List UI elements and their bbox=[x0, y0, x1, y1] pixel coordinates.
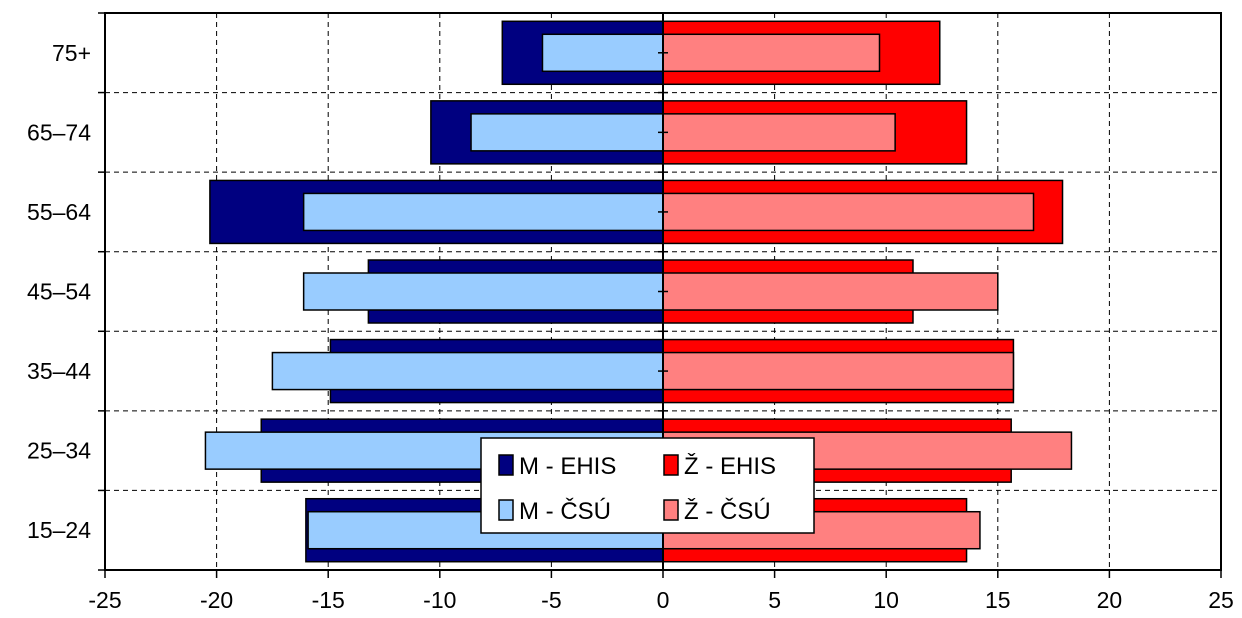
legend: M - EHIS Ž - EHIS M - ČSÚ Ž - ČSÚ bbox=[480, 437, 815, 534]
y-tick-label: 55–64 bbox=[27, 199, 91, 225]
legend-label: M - ČSÚ bbox=[519, 497, 611, 525]
y-tick-label: 75+ bbox=[52, 40, 91, 66]
legend-swatch bbox=[498, 454, 514, 476]
bar-m-csu bbox=[541, 33, 664, 73]
legend-swatch bbox=[663, 499, 679, 521]
y-tick-labels: 15–24 25–34 35–44 45–54 55–64 65–74 75+ bbox=[27, 40, 91, 543]
x-tick-labels: -25 -20 -15 -10 -5 0 5 10 15 20 25 bbox=[88, 587, 1233, 613]
bar-z-csu bbox=[662, 272, 999, 311]
x-tick-label: 20 bbox=[1097, 587, 1123, 613]
bar-m-csu bbox=[271, 351, 664, 391]
x-tick-label: -15 bbox=[312, 587, 345, 613]
legend-box bbox=[480, 437, 815, 534]
legend-label: Ž - ČSÚ bbox=[684, 497, 771, 525]
x-tick-label: 5 bbox=[768, 587, 781, 613]
bar-z-csu bbox=[662, 113, 896, 152]
legend-swatch bbox=[663, 454, 679, 476]
x-tick-label: -10 bbox=[423, 587, 456, 613]
bar-m-csu bbox=[302, 192, 664, 232]
bar-m-csu bbox=[302, 272, 664, 311]
x-tick-label: -25 bbox=[88, 587, 121, 613]
bar-z-csu bbox=[662, 33, 881, 73]
bar-z-csu bbox=[662, 351, 1015, 391]
bar-m-csu bbox=[470, 113, 664, 152]
y-tick-label: 15–24 bbox=[27, 517, 91, 543]
y-tick-label: 35–44 bbox=[27, 358, 91, 384]
y-tick-label: 45–54 bbox=[27, 279, 91, 305]
x-tick-label: 15 bbox=[985, 587, 1011, 613]
y-tick-label: 25–34 bbox=[27, 438, 91, 464]
x-tick-label: 10 bbox=[873, 587, 899, 613]
y-tick-label: 65–74 bbox=[27, 119, 91, 145]
x-tick-label: -5 bbox=[541, 587, 561, 613]
legend-swatch bbox=[498, 499, 514, 521]
bar-z-csu bbox=[662, 192, 1035, 232]
legend-label: Ž - EHIS bbox=[684, 453, 776, 480]
x-tick-label: 0 bbox=[657, 587, 670, 613]
legend-label: M - EHIS bbox=[519, 453, 616, 480]
x-tick-label: 25 bbox=[1208, 587, 1234, 613]
x-tick-label: -20 bbox=[200, 587, 233, 613]
